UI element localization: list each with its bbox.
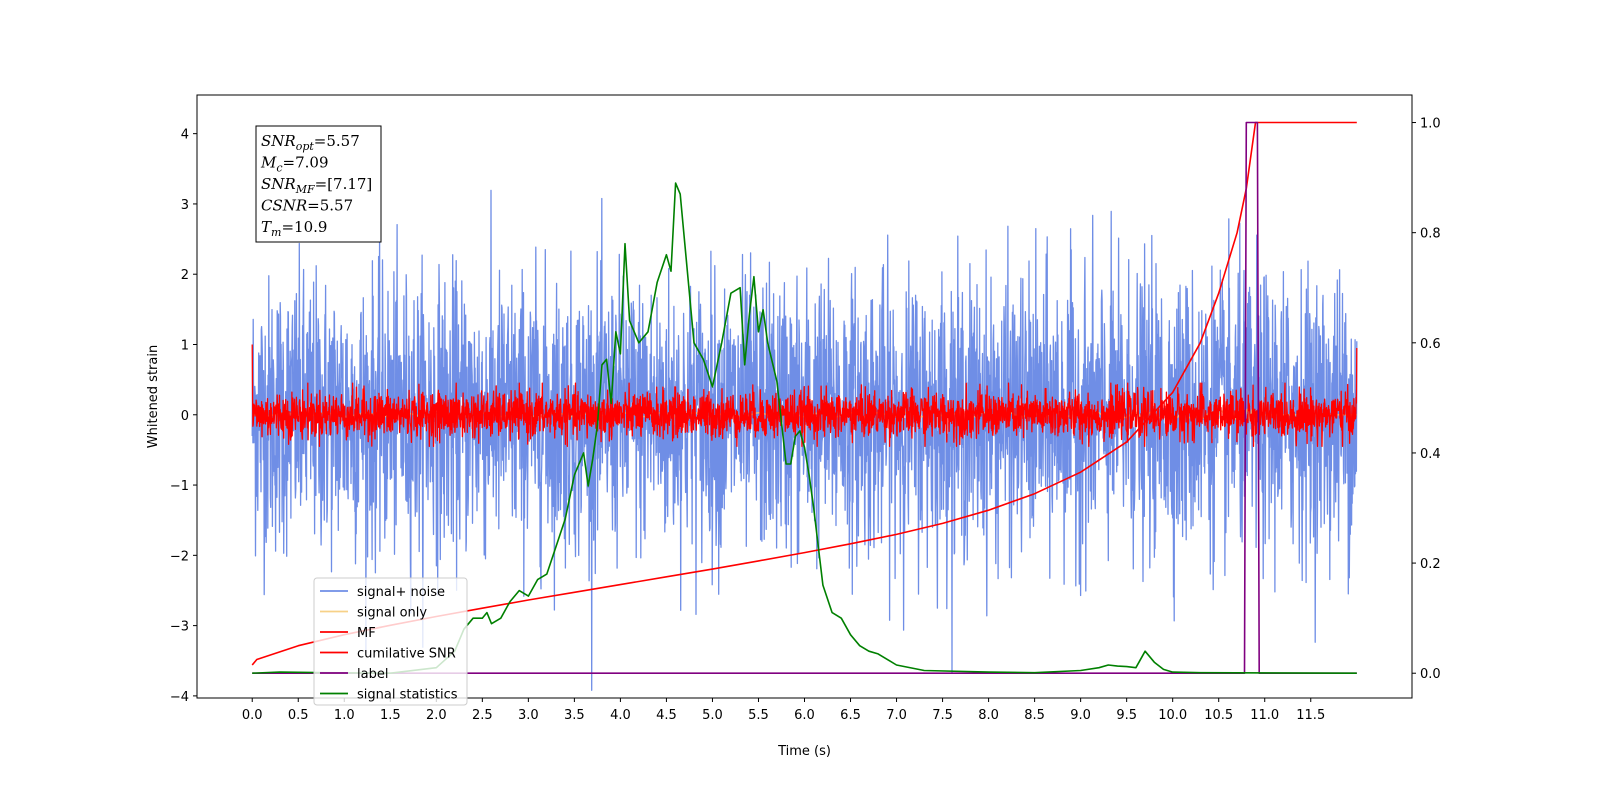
x-tick-label: 2.5 <box>472 708 493 723</box>
x-tick-label: 9.0 <box>1070 708 1091 723</box>
legend-entry: label <box>357 667 388 682</box>
x-tick-label: 3.5 <box>564 708 585 723</box>
x-tick-label: 1.5 <box>380 708 401 723</box>
x-tick-label: 7.0 <box>886 708 907 723</box>
x-tick-label: 7.5 <box>932 708 953 723</box>
y2-tick-label: 0.8 <box>1420 227 1441 242</box>
annotation-frame <box>255 125 382 243</box>
y-tick-label: 2 <box>181 268 189 283</box>
x-tick-label: 4.0 <box>610 708 631 723</box>
x-tick-label: 8.0 <box>978 708 999 723</box>
x-tick-label: 6.0 <box>794 708 815 723</box>
legend-entry: MF <box>357 626 376 641</box>
x-tick-label: 8.5 <box>1024 708 1045 723</box>
series-line-5 <box>252 182 1357 674</box>
y-tick-label: −2 <box>170 549 189 564</box>
x-tick-label: 9.5 <box>1116 708 1137 723</box>
y-tick-label: −1 <box>170 479 189 494</box>
annotation-line: Tm=10.9 <box>261 218 327 239</box>
y-tick-label: 3 <box>181 198 189 213</box>
annotation-line: SNRMF=[7.17] <box>261 175 372 196</box>
y-axis-right: 0.0 0.2 0.4 0.6 0.8 1.0 <box>1412 117 1441 682</box>
y-tick-label: 1 <box>181 338 189 353</box>
x-tick-label: 0.0 <box>242 708 263 723</box>
x-tick-label: 5.5 <box>748 708 769 723</box>
legend-entry: cumilative SNR <box>357 647 456 662</box>
legend-entry: signal statistics <box>357 688 458 703</box>
x-tick-label: 10.5 <box>1204 708 1233 723</box>
annotation-line: CSNR=5.57 <box>261 197 353 215</box>
series-line-2 <box>251 344 1358 448</box>
y2-tick-label: 0.4 <box>1420 447 1441 462</box>
x-tick-label: 2.0 <box>426 708 447 723</box>
y-tick-label: 4 <box>181 128 189 143</box>
x-tick-label: 11.5 <box>1296 708 1325 723</box>
x-tick-label: 3.0 <box>518 708 539 723</box>
y-axis-label: Whitened strain <box>146 345 161 448</box>
x-tick-label: 5.0 <box>702 708 723 723</box>
legend-entry: signal+ noise <box>357 585 445 600</box>
x-tick-label: 1.0 <box>334 708 355 723</box>
y-tick-label: 0 <box>181 409 189 424</box>
y2-tick-label: 1.0 <box>1420 117 1441 132</box>
x-axis-label: Time (s) <box>777 744 831 759</box>
annotation-line: Mc=7.09 <box>260 154 329 175</box>
y-axis-left: −4 −3 −2 −1 0 1 2 3 4 <box>170 128 197 705</box>
y2-tick-label: 0.6 <box>1420 337 1441 352</box>
x-axis: 0.0 0.5 1.0 1.5 2.0 2.5 3.0 3.5 4.0 4.5 5.0 5.5 6.0 6… <box>242 698 1325 723</box>
annotation-line: SNRopt=5.57 <box>261 132 360 153</box>
y-tick-label: −3 <box>170 620 189 635</box>
y2-tick-label: 0.0 <box>1420 667 1441 682</box>
x-tick-label: 0.5 <box>288 708 309 723</box>
x-tick-label: 11.0 <box>1250 708 1279 723</box>
legend: signal+ noise signal only MF cumilative SNR… <box>313 577 468 706</box>
x-tick-label: 10.0 <box>1158 708 1187 723</box>
y2-tick-label: 0.2 <box>1420 557 1441 572</box>
legend-frame <box>313 577 468 706</box>
legend-entry: signal only <box>357 606 427 621</box>
x-tick-label: 6.5 <box>840 708 861 723</box>
y-tick-label: −4 <box>170 690 189 705</box>
x-tick-label: 4.5 <box>656 708 677 723</box>
